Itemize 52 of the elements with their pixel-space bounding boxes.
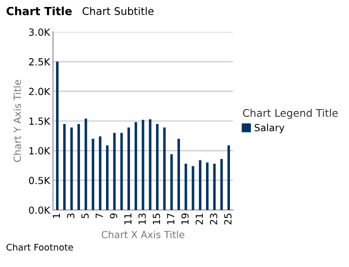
bar — [134, 122, 138, 210]
bar — [177, 138, 180, 210]
bar — [63, 124, 66, 210]
x-tick-label: 9 — [110, 213, 118, 218]
bar — [127, 128, 130, 210]
bar — [156, 124, 159, 210]
bar — [142, 120, 144, 210]
x-tick-label: 23 — [210, 214, 218, 224]
bar — [163, 128, 166, 210]
bar — [70, 128, 73, 210]
bar — [120, 132, 123, 210]
bar — [198, 160, 202, 210]
x-tick-label: 5 — [81, 214, 89, 218]
x-tick-label: 1 — [52, 214, 60, 218]
bar — [192, 166, 194, 210]
bar — [56, 62, 59, 210]
x-tick-label: 21 — [196, 214, 203, 224]
chart-title: Chart Title — [6, 6, 72, 16]
bar — [92, 138, 94, 210]
bar — [106, 145, 109, 210]
x-axis-title: Chart X Axis Title — [102, 230, 184, 238]
text: Chart Footnote — [6, 244, 73, 251]
y-tick-label: 2.5K — [29, 58, 50, 66]
y-tick-label: 0.0K — [29, 206, 50, 214]
y-tick-label: 0.5K — [29, 176, 50, 184]
bar — [184, 164, 188, 210]
bar — [170, 154, 173, 210]
bar — [113, 132, 116, 210]
x-tick-label: 7 — [96, 214, 103, 218]
y-tick-label: 1.5K — [29, 118, 50, 125]
x-tick-label: 15 — [152, 214, 160, 224]
y-tick-label: 1.0K — [29, 147, 50, 154]
bar — [220, 158, 223, 210]
x-tick-label: 3 — [67, 214, 74, 218]
x-tick-label: 17 — [167, 214, 174, 224]
bar — [77, 124, 80, 210]
legend-title: Chart Legend Title — [243, 108, 338, 119]
x-tick-label: 11 — [124, 214, 132, 224]
bar — [213, 164, 216, 210]
y-tick-label: 3.0K — [29, 28, 50, 36]
bar — [206, 162, 209, 210]
x-tick-label: 13 — [138, 214, 146, 224]
bar — [98, 136, 102, 210]
legend-label: Salary — [254, 124, 284, 134]
y-axis-title: Chart Y Axis Title — [13, 80, 21, 162]
bar — [227, 145, 230, 210]
x-tick-label: 19 — [181, 213, 189, 224]
y-tick-label: 2.0K — [29, 88, 50, 96]
bar — [84, 118, 88, 210]
chart-subtitle: Chart Subtitle — [82, 6, 154, 16]
x-tick-label: 25 — [224, 214, 232, 224]
bar — [148, 119, 152, 210]
